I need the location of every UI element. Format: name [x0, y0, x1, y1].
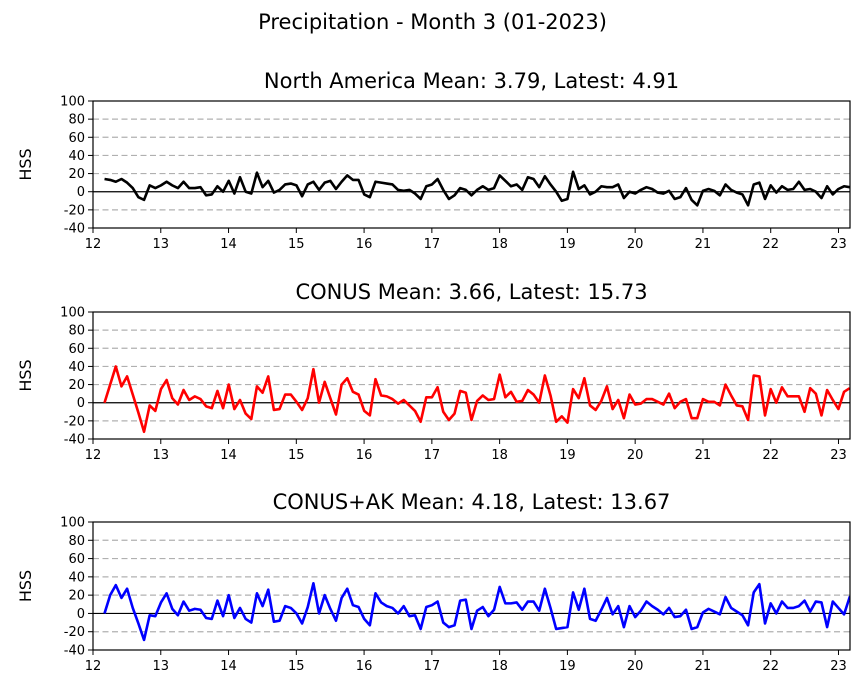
y-tick-label: 60: [68, 131, 85, 146]
x-tick-label: 22: [762, 237, 779, 252]
x-tick-label: 14: [220, 237, 237, 252]
x-tick-label: 15: [288, 448, 305, 463]
y-tick-label: 100: [60, 516, 85, 531]
x-tick-label: 14: [220, 659, 237, 674]
y-tick-label: 0: [77, 396, 85, 411]
y-axis-label: HSS: [16, 570, 35, 602]
chart-title: North America Mean: 3.79, Latest: 4.91: [264, 69, 679, 93]
x-tick-label: 13: [152, 237, 169, 252]
y-tick-label: 80: [68, 113, 85, 128]
x-tick-label: 18: [491, 237, 508, 252]
y-tick-label: 80: [68, 324, 85, 339]
axes-frame: [92, 311, 851, 440]
x-tick-label: 12: [85, 448, 102, 463]
series-line: [103, 365, 850, 434]
x-tick-label: 21: [695, 659, 712, 674]
y-tick-label: 40: [68, 570, 85, 585]
x-tick-label: 17: [424, 237, 441, 252]
y-tick-label: 0: [77, 185, 85, 200]
y-tick-label: -40: [64, 644, 85, 659]
x-tick-label: 22: [762, 448, 779, 463]
y-tick-label: -20: [64, 203, 85, 218]
y-tick-label: -40: [64, 222, 85, 237]
x-tick-label: 15: [288, 659, 305, 674]
figure-title: Precipitation - Month 3 (01-2023): [258, 10, 607, 34]
y-axis-label: HSS: [16, 359, 35, 391]
x-tick-label: 20: [627, 448, 644, 463]
x-tick-label: 18: [491, 659, 508, 674]
series-line: [104, 170, 850, 207]
x-tick-label: 19: [559, 448, 576, 463]
x-tick-label: 13: [152, 659, 169, 674]
axes-frame: [92, 100, 851, 229]
y-tick-label: 20: [68, 589, 85, 604]
series-line: [103, 581, 850, 642]
chart-panel-1: North America Mean: 3.79, Latest: 4.91 HS…: [16, 69, 851, 252]
x-tick-label: 16: [356, 448, 373, 463]
x-tick-label: 12: [85, 659, 102, 674]
x-tick-label: 17: [424, 659, 441, 674]
x-tick-label: 20: [627, 659, 644, 674]
y-tick-label: 40: [68, 149, 85, 164]
y-tick-label: -20: [64, 625, 85, 640]
y-tick-label: 100: [60, 306, 85, 321]
x-tick-label: 23: [830, 237, 847, 252]
x-tick-label: 19: [559, 659, 576, 674]
y-tick-label: 100: [60, 95, 85, 110]
y-tick-label: 60: [68, 342, 85, 357]
x-tick-label: 16: [356, 237, 373, 252]
x-tick-label: 12: [85, 237, 102, 252]
x-tick-label: 21: [695, 448, 712, 463]
x-tick-label: 18: [491, 448, 508, 463]
x-tick-label: 20: [627, 237, 644, 252]
x-tick-label: 21: [695, 237, 712, 252]
y-tick-label: -20: [64, 414, 85, 429]
chart-title: CONUS Mean: 3.66, Latest: 15.73: [295, 280, 647, 304]
x-tick-label: 15: [288, 237, 305, 252]
x-tick-label: 23: [830, 659, 847, 674]
y-tick-label: -40: [64, 433, 85, 448]
y-tick-label: 20: [68, 167, 85, 182]
x-tick-label: 17: [424, 448, 441, 463]
y-tick-label: 60: [68, 552, 85, 567]
y-tick-label: 0: [77, 607, 85, 622]
x-tick-label: 22: [762, 659, 779, 674]
axes-frame: [92, 521, 851, 651]
y-tick-label: 40: [68, 360, 85, 375]
y-axis-label: HSS: [16, 148, 35, 180]
x-tick-label: 13: [152, 448, 169, 463]
chart-title: CONUS+AK Mean: 4.18, Latest: 13.67: [273, 490, 671, 514]
y-tick-label: 80: [68, 534, 85, 549]
chart-panel-2: CONUS Mean: 3.66, Latest: 15.73 HSS -40 -20…: [16, 280, 851, 463]
y-tick-label: 20: [68, 378, 85, 393]
chart-panel-3: CONUS+AK Mean: 4.18, Latest: 13.67 HSS -40…: [16, 490, 851, 674]
x-tick-label: 14: [220, 448, 237, 463]
x-tick-label: 23: [830, 448, 847, 463]
x-tick-label: 19: [559, 237, 576, 252]
x-tick-label: 16: [356, 659, 373, 674]
